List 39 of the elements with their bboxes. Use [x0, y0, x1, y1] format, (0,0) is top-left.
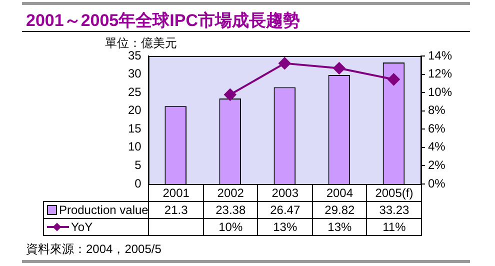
x-tick-label: 2003 — [257, 184, 313, 202]
data-label: 13% — [312, 218, 368, 236]
chart-title: 2001～2005年全球IPC市場成長趨勢 — [26, 10, 300, 32]
y-tick-label: 0 — [134, 176, 142, 190]
y2-tick-label: 14% — [428, 48, 452, 62]
y2-tick-label: 2% — [428, 158, 446, 172]
legend-label: Production value — [43, 201, 150, 219]
y-tick-label: 25 — [128, 84, 142, 99]
point — [278, 57, 291, 70]
data-label: 21.3 — [148, 201, 204, 219]
data-label: 13% — [257, 218, 313, 236]
y-tick-label: 30 — [128, 66, 142, 81]
y2-tick-label: 4% — [428, 140, 446, 154]
x-tick-label: 2005(f) — [366, 184, 422, 202]
y-tick-label: 5 — [134, 158, 142, 172]
point — [388, 73, 400, 86]
data-label: 26.47 — [257, 201, 313, 219]
point — [333, 62, 346, 74]
x-tick-label: 2002 — [202, 184, 258, 202]
data-label: 11% — [366, 218, 422, 236]
y-tick-label: 20 — [128, 103, 142, 118]
data-label: 23.38 — [202, 201, 258, 219]
x-tick-label: 2004 — [312, 184, 368, 202]
y-tick-label: 15 — [128, 121, 142, 136]
data-label: 33.23 — [366, 201, 422, 219]
y2-tick-label: 12% — [428, 66, 452, 81]
y-tick-label: 35 — [128, 48, 142, 62]
data-label: 29.82 — [312, 201, 368, 219]
data-label: 10% — [202, 218, 258, 236]
legend-label: YoY — [43, 218, 150, 236]
source-note: 資料來源：2004，2005/5 — [26, 241, 162, 258]
point — [224, 88, 236, 101]
y2-tick-label: 6% — [428, 121, 446, 136]
y-axis-title: 單位：億美元 — [105, 35, 177, 51]
y-tick-label: 10 — [128, 140, 142, 154]
y2-tick-label: 0% — [428, 176, 446, 190]
y2-tick-label: 10% — [428, 84, 452, 99]
y2-tick-label: 8% — [428, 103, 446, 118]
x-tick-label: 2001 — [148, 184, 204, 202]
